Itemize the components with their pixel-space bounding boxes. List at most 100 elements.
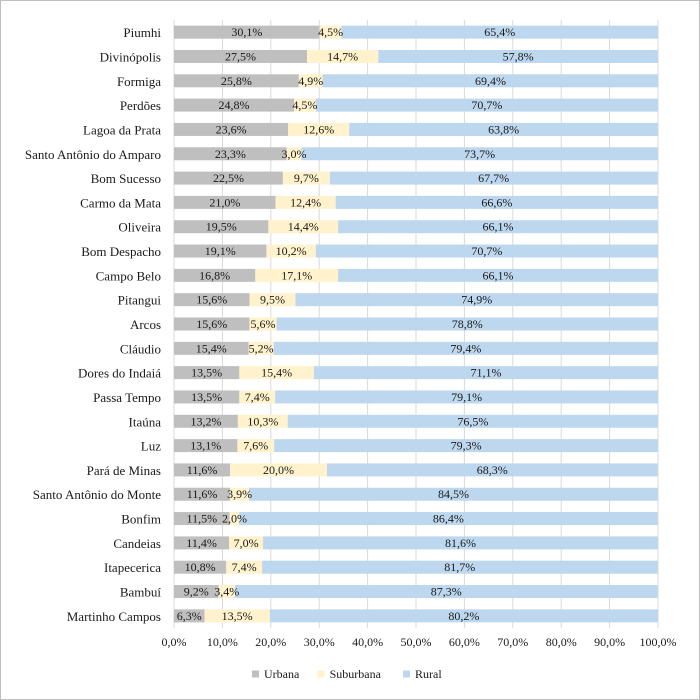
data-label-urbana-6: 22,5% xyxy=(213,171,244,185)
data-label-urbana-8: 19,5% xyxy=(206,220,237,234)
category-label-23: Bambuí xyxy=(120,585,162,600)
data-label-urbana-7: 21,0% xyxy=(209,195,240,209)
bar-rural-16 xyxy=(287,414,658,428)
data-label-urbana-23: 9,2% xyxy=(184,585,209,599)
legend-label-suburbana: Suburbana xyxy=(330,667,382,681)
data-label-suburbana-22: 7,4% xyxy=(232,560,257,574)
data-label-urbana-19: 11,6% xyxy=(187,487,218,501)
bar-suburbana-21 xyxy=(229,536,264,550)
legend-swatch-suburbana xyxy=(317,670,325,678)
data-label-suburbana-7: 12,4% xyxy=(290,195,321,209)
bar-suburbana-18 xyxy=(230,463,327,477)
data-label-urbana-21: 11,4% xyxy=(186,536,217,550)
bar-suburbana-1 xyxy=(307,49,379,63)
category-label-17: Luz xyxy=(141,439,161,454)
bar-urbana-17 xyxy=(174,439,238,453)
data-label-urbana-24: 6,3% xyxy=(177,609,202,623)
legend-swatch-rural xyxy=(403,670,410,678)
bar-suburbana-19 xyxy=(230,487,250,501)
category-label-10: Campo Belo xyxy=(96,268,161,283)
data-label-rural-19: 84,5% xyxy=(438,487,469,501)
legend-label-urbana: Urbana xyxy=(264,667,300,681)
bar-suburbana-11 xyxy=(249,293,296,307)
bar-suburbana-17 xyxy=(237,439,275,453)
bar-urbana-8 xyxy=(174,220,269,234)
bar-urbana-13 xyxy=(174,341,249,355)
category-label-3: Perdões xyxy=(120,98,161,113)
bar-urbana-2 xyxy=(174,74,299,88)
category-label-6: Bom Sucesso xyxy=(91,171,161,186)
x-tick-label-10: 100,0% xyxy=(640,635,677,649)
data-label-suburbana-20: 2,0% xyxy=(222,512,247,526)
data-label-rural-11: 74,9% xyxy=(461,293,492,307)
data-label-rural-24: 80,2% xyxy=(448,609,479,623)
category-label-16: Itaúna xyxy=(129,414,162,429)
data-label-suburbana-21: 7,0% xyxy=(234,536,259,550)
bar-suburbana-3 xyxy=(294,98,316,112)
data-label-suburbana-17: 7,6% xyxy=(243,439,268,453)
bar-suburbana-10 xyxy=(255,268,339,282)
bar-urbana-0 xyxy=(174,25,320,39)
data-label-suburbana-2: 4,9% xyxy=(298,74,323,88)
bar-rural-0 xyxy=(341,25,658,39)
category-label-1: Divinópolis xyxy=(100,49,161,64)
category-labels: Piumhi Divinópolis Formiga Perdões Lagoa da … xyxy=(25,25,162,624)
bar-rural-18 xyxy=(326,463,658,477)
data-label-suburbana-9: 10,2% xyxy=(276,244,307,258)
bar-urbana-23 xyxy=(174,585,219,599)
bar-suburbana-14 xyxy=(239,366,314,380)
data-label-rural-22: 81,7% xyxy=(444,560,475,574)
data-label-suburbana-15: 7,4% xyxy=(245,390,270,404)
category-label-5: Santo Antônio do Amparo xyxy=(25,147,161,162)
bar-urbana-19 xyxy=(174,487,231,501)
data-label-rural-12: 78,8% xyxy=(452,317,483,331)
bar-suburbana-7 xyxy=(275,195,336,209)
data-label-suburbana-3: 4,5% xyxy=(292,98,317,112)
bar-suburbana-20 xyxy=(229,512,240,526)
bar-suburbana-4 xyxy=(288,122,350,136)
data-label-suburbana-12: 5,6% xyxy=(251,317,276,331)
bar-rural-5 xyxy=(301,147,658,161)
category-label-9: Bom Despacho xyxy=(81,244,161,259)
x-tick-label-9: 90,0% xyxy=(594,635,625,649)
bar-rural-23 xyxy=(234,585,658,599)
bar-rural-8 xyxy=(338,220,658,234)
bar-suburbana-0 xyxy=(319,25,342,39)
data-label-rural-21: 81,6% xyxy=(445,536,476,550)
bar-suburbana-13 xyxy=(248,341,274,355)
bar-rural-12 xyxy=(276,317,658,331)
bar-suburbana-23 xyxy=(218,585,235,599)
bar-urbana-18 xyxy=(174,463,231,477)
x-tick-label-5: 50,0% xyxy=(401,635,432,649)
category-label-8: Oliveira xyxy=(118,220,161,235)
bar-rural-19 xyxy=(249,487,658,501)
category-label-15: Passa Tempo xyxy=(93,390,161,405)
data-label-rural-0: 65,4% xyxy=(484,25,515,39)
bar-urbana-3 xyxy=(174,98,295,112)
bar-rural-1 xyxy=(378,49,658,63)
x-axis: 0,0% 10,0% 20,0% 30,0% 40,0% 50,0% 60,0% 70,0% 8… xyxy=(162,635,677,649)
bars-group: 30,1% 4,5% 65,4% 27,5% 14,7% 57,8% 25,8% 4,9% 69… xyxy=(174,25,659,623)
data-label-rural-13: 79,4% xyxy=(450,341,481,355)
x-tick-label-3: 30,0% xyxy=(304,635,335,649)
bar-suburbana-24 xyxy=(204,609,270,623)
data-label-urbana-15: 13,5% xyxy=(191,390,222,404)
category-label-11: Pitangui xyxy=(118,293,162,308)
data-label-suburbana-19: 3,9% xyxy=(227,487,252,501)
bar-urbana-21 xyxy=(174,536,230,550)
bar-rural-15 xyxy=(275,390,658,404)
legend-label-rural: Rural xyxy=(415,667,442,681)
data-label-suburbana-23: 3,4% xyxy=(214,585,239,599)
bar-rural-11 xyxy=(295,293,658,307)
bar-suburbana-6 xyxy=(282,171,330,185)
data-label-urbana-4: 23,6% xyxy=(216,122,247,136)
data-label-urbana-3: 24,8% xyxy=(219,98,250,112)
data-label-urbana-17: 13,1% xyxy=(190,439,221,453)
bar-urbana-12 xyxy=(174,317,250,331)
bar-urbana-10 xyxy=(174,268,256,282)
data-label-rural-14: 71,1% xyxy=(470,366,501,380)
data-label-urbana-9: 19,1% xyxy=(205,244,236,258)
x-tick-label-4: 40,0% xyxy=(352,635,383,649)
data-label-urbana-18: 11,6% xyxy=(187,463,218,477)
x-tick-label-1: 10,0% xyxy=(207,635,238,649)
